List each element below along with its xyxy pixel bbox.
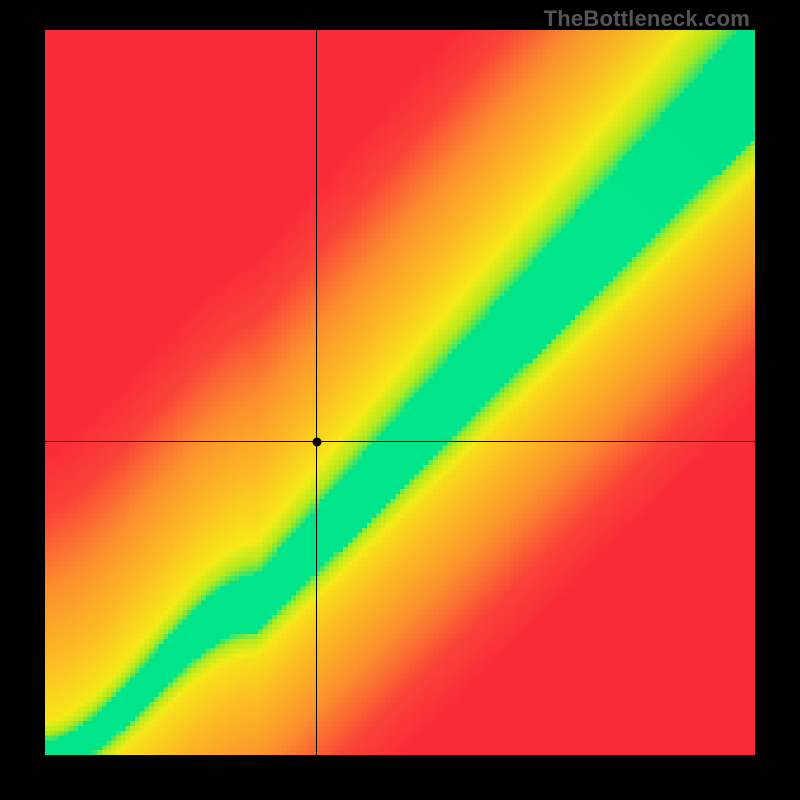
selected-point-marker xyxy=(312,437,321,446)
plot-area xyxy=(45,30,755,755)
watermark-text: TheBottleneck.com xyxy=(544,6,750,32)
bottleneck-heatmap xyxy=(45,30,755,755)
chart-container: TheBottleneck.com xyxy=(0,0,800,800)
crosshair-vertical xyxy=(316,30,317,755)
crosshair-horizontal xyxy=(45,441,755,442)
